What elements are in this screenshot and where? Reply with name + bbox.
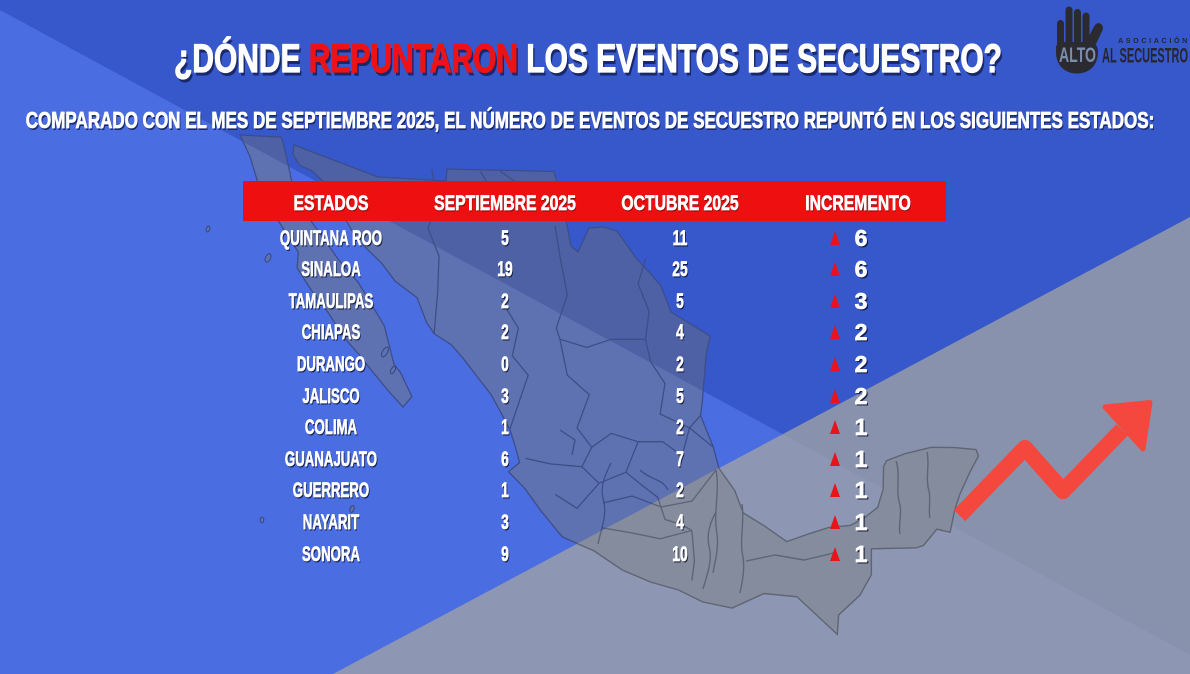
svg-text:ALTO: ALTO [1059,44,1096,67]
svg-text:ASOCIACIÓN: ASOCIACIÓN [1118,36,1190,45]
svg-text:AL SECUESTRO: AL SECUESTRO [1102,44,1188,68]
